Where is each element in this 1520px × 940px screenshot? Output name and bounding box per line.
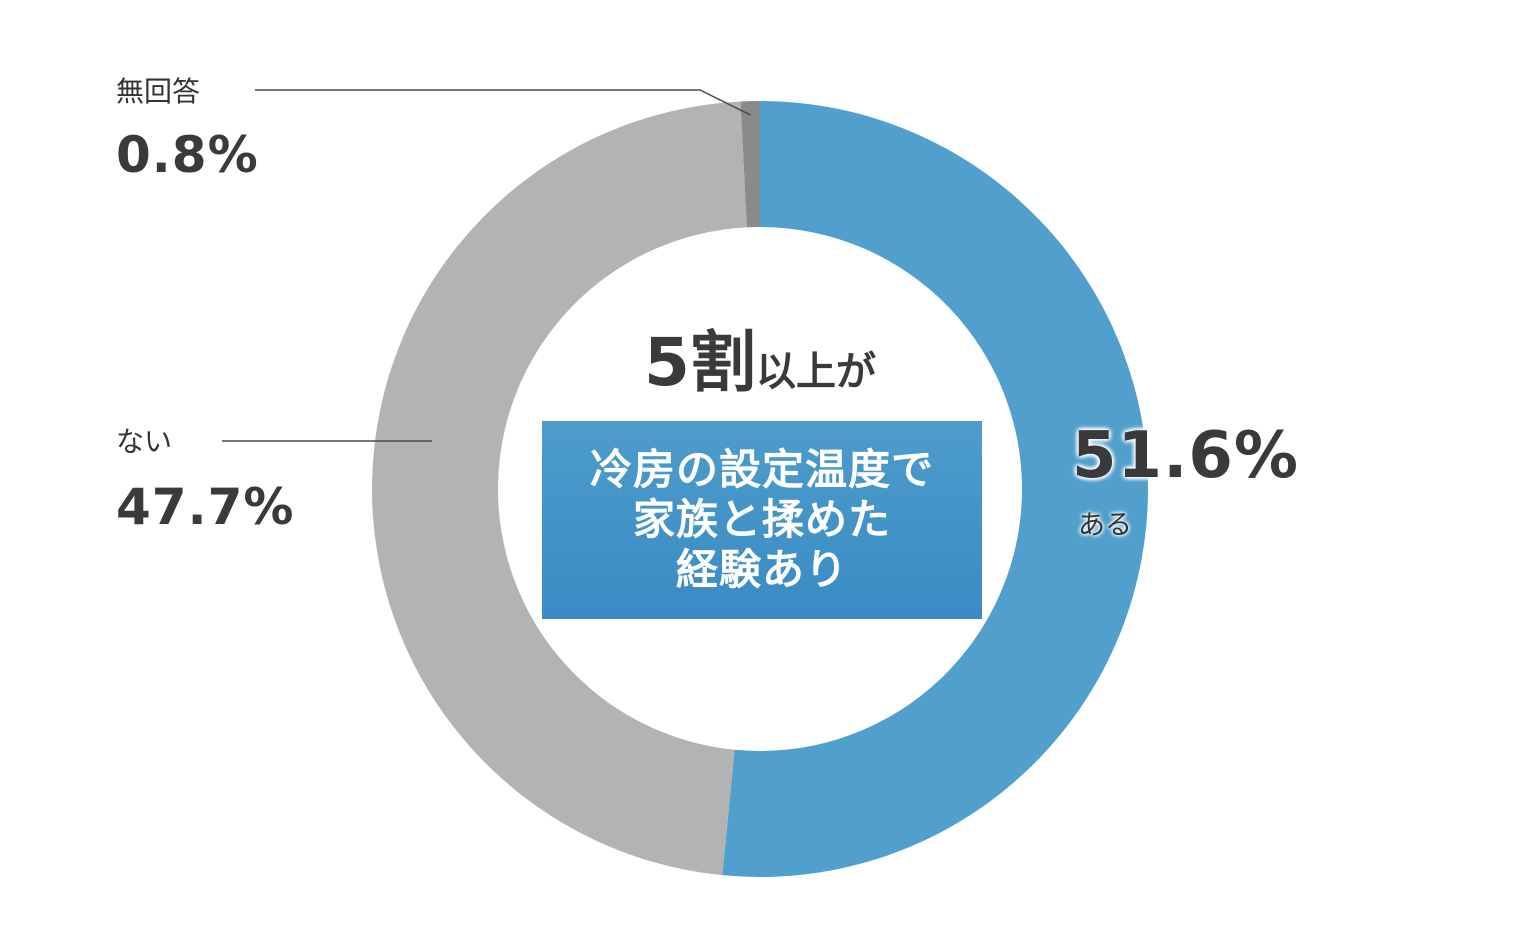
leader-lines xyxy=(222,89,751,442)
center-headline: 5割以上が xyxy=(540,330,980,396)
banner-text: 冷房の設定温度で 家族と揉めた 経験あり xyxy=(589,445,934,594)
headline-small: 以上が xyxy=(755,349,876,395)
slice-no-answer xyxy=(740,101,760,228)
headline-big: 5割 xyxy=(644,324,756,401)
donut-slices xyxy=(371,101,1148,877)
slice-name-no: ない xyxy=(116,425,173,458)
slice-name-no-answer: 無回答 xyxy=(116,75,201,108)
slice-yes xyxy=(722,101,1148,877)
slice-value-no: 47.7% xyxy=(116,478,295,536)
center-banner: 冷房の設定温度で 家族と揉めた 経験あり xyxy=(542,421,982,619)
leader-line-no-answer xyxy=(255,89,751,116)
slice-no xyxy=(371,101,747,876)
slice-value-no-answer: 0.8% xyxy=(116,126,259,184)
slice-value-yes: 51.6% xyxy=(1072,419,1300,493)
slice-name-yes: ある xyxy=(1078,510,1132,541)
